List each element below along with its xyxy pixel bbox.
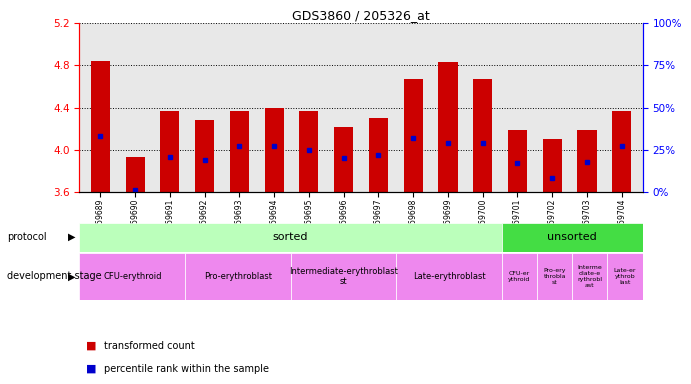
Bar (334, 127, 353, 192)
Bar (299, 111, 319, 192)
Bar (473, 79, 492, 192)
Bar (396, 253, 502, 300)
Text: unsorted: unsorted (547, 232, 597, 242)
Text: transformed count: transformed count (104, 341, 194, 351)
Bar (160, 111, 180, 192)
Bar (291, 253, 396, 300)
Title: GDS3860 / 205326_at: GDS3860 / 205326_at (292, 9, 430, 22)
Bar (265, 108, 284, 192)
Text: CFU-erythroid: CFU-erythroid (103, 272, 162, 281)
Bar (91, 61, 110, 192)
Text: development stage: development stage (7, 271, 102, 281)
Text: Interme
diate-e
rythrobl
ast: Interme diate-e rythrobl ast (578, 265, 603, 288)
Bar (572, 253, 607, 300)
Bar (230, 111, 249, 192)
Text: Pro-ery
throbla
st: Pro-ery throbla st (543, 268, 566, 285)
Bar (508, 130, 527, 192)
Text: CFU-er
ythroid: CFU-er ythroid (509, 271, 531, 282)
Text: Late-erythroblast: Late-erythroblast (413, 272, 485, 281)
Text: sorted: sorted (273, 232, 308, 242)
Bar (79, 253, 185, 300)
Text: protocol: protocol (7, 232, 46, 242)
Bar (578, 130, 596, 192)
Text: ■: ■ (86, 341, 97, 351)
Bar (126, 157, 144, 192)
Text: Late-er
ythrob
last: Late-er ythrob last (614, 268, 636, 285)
Text: Intermediate-erythroblast
st: Intermediate-erythroblast st (289, 267, 398, 286)
Bar (185, 253, 291, 300)
Text: percentile rank within the sample: percentile rank within the sample (104, 364, 269, 374)
Bar (438, 62, 457, 192)
Bar (537, 253, 572, 300)
Bar (404, 79, 423, 192)
Bar (502, 253, 537, 300)
Text: ▶: ▶ (68, 232, 75, 242)
Bar (542, 139, 562, 192)
Text: ▶: ▶ (68, 271, 75, 281)
Bar (195, 120, 214, 192)
Bar (369, 118, 388, 192)
Text: Pro-erythroblast: Pro-erythroblast (204, 272, 272, 281)
Text: ■: ■ (86, 364, 97, 374)
Bar (607, 253, 643, 300)
Bar (502, 223, 643, 252)
Bar (79, 223, 502, 252)
Bar (612, 111, 632, 192)
